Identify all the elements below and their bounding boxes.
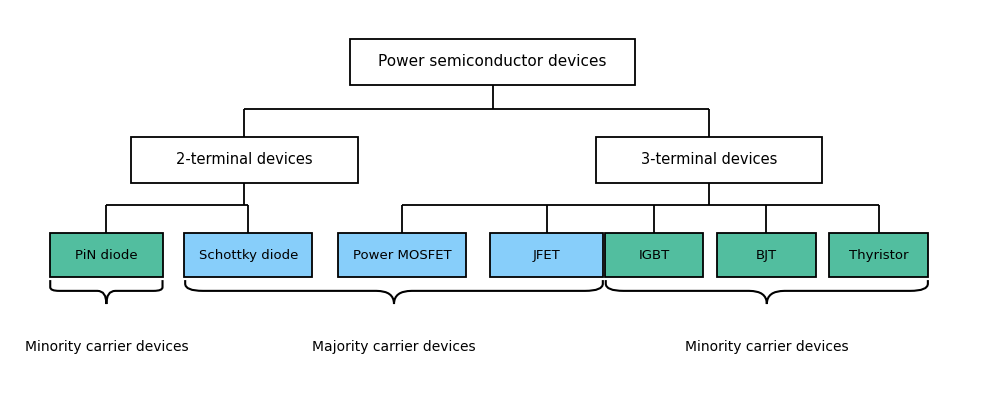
Text: Schottky diode: Schottky diode	[199, 249, 297, 262]
Text: PiN diode: PiN diode	[75, 249, 138, 262]
FancyBboxPatch shape	[605, 233, 703, 277]
Text: Majority carrier devices: Majority carrier devices	[312, 340, 476, 354]
Text: Minority carrier devices: Minority carrier devices	[685, 340, 848, 354]
Text: 3-terminal devices: 3-terminal devices	[641, 152, 777, 167]
Text: Power semiconductor devices: Power semiconductor devices	[378, 54, 607, 69]
Text: BJT: BJT	[755, 249, 777, 262]
FancyBboxPatch shape	[717, 233, 816, 277]
FancyBboxPatch shape	[49, 233, 164, 277]
FancyBboxPatch shape	[829, 233, 928, 277]
FancyBboxPatch shape	[596, 137, 822, 183]
FancyBboxPatch shape	[491, 233, 603, 277]
Text: 2-terminal devices: 2-terminal devices	[176, 152, 312, 167]
Text: IGBT: IGBT	[638, 249, 670, 262]
Text: Thyristor: Thyristor	[849, 249, 908, 262]
Text: Minority carrier devices: Minority carrier devices	[25, 340, 188, 354]
FancyBboxPatch shape	[184, 233, 312, 277]
FancyBboxPatch shape	[338, 233, 466, 277]
FancyBboxPatch shape	[131, 137, 358, 183]
FancyBboxPatch shape	[350, 39, 635, 85]
Text: Power MOSFET: Power MOSFET	[353, 249, 451, 262]
Text: JFET: JFET	[533, 249, 560, 262]
